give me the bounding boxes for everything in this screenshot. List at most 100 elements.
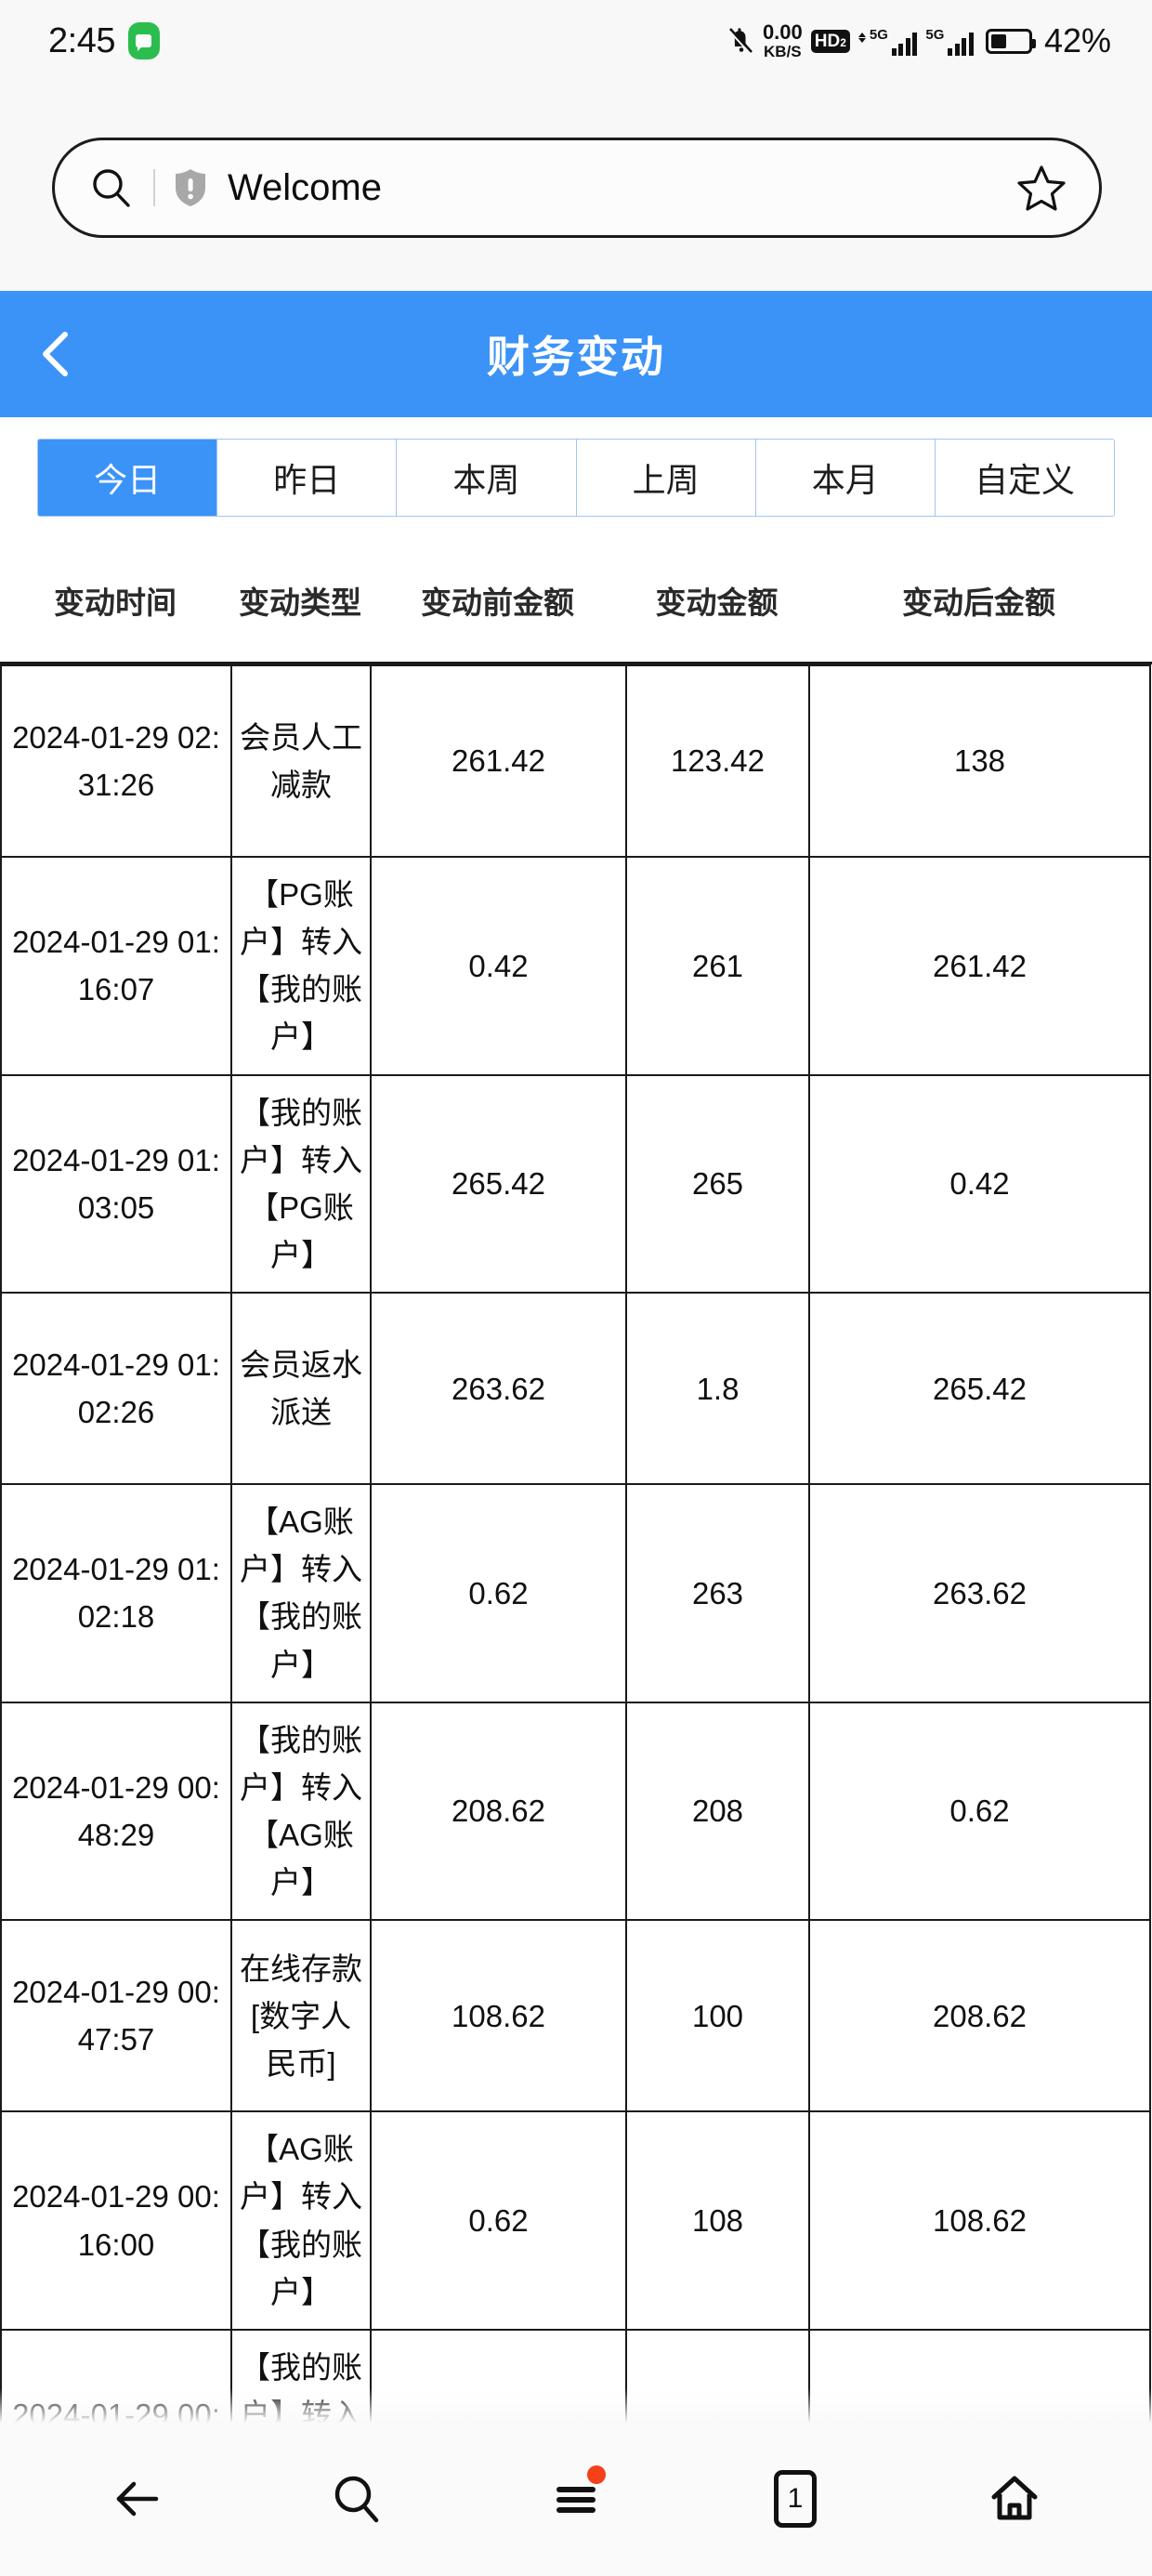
cell-type: 【AG账户】转入【我的账户】 xyxy=(230,2110,372,2331)
network-speed-value: 0.00 xyxy=(762,20,803,44)
table-row[interactable]: 2024-01-29 01:03:05 【我的账户】转入【PG账户】 265.4… xyxy=(0,1073,1151,1295)
finance-change-table: 2024-01-29 02:31:26 会员人工减款 261.42 123.42… xyxy=(0,664,1151,2435)
cell-type: 会员返水派送 xyxy=(230,1292,372,1486)
cell-amount-after: 265.42 xyxy=(808,1292,1151,1486)
browser-bottom-nav: 1 xyxy=(0,2435,1152,2576)
status-bar-left: 2:45 xyxy=(48,21,160,61)
bell-muted-icon xyxy=(727,25,754,57)
date-filter-tabs: 今日 昨日 本周 上周 本月 自定义 xyxy=(37,439,1115,517)
cell-amount: 123.42 xyxy=(625,664,810,858)
cell-time: 2024-01-29 01:03:05 xyxy=(0,1073,232,1295)
menu-notification-badge xyxy=(587,2465,606,2484)
cell-time: 2024-01-29 02:31:26 xyxy=(0,664,232,858)
column-header-amount: 变动金额 xyxy=(655,585,779,620)
cell-time: 2024-01-29 01:02:26 xyxy=(0,1292,232,1486)
arrow-left-icon[interactable] xyxy=(93,2454,182,2543)
data-transfer-arrows-icon xyxy=(857,32,866,43)
cell-time: 2024-01-29 01:02:18 xyxy=(0,1483,232,1703)
cell-amount: 108 xyxy=(625,2110,810,2331)
cell-type: 【我的账户】转入【AG账户】 xyxy=(230,1701,372,1922)
search-icon[interactable] xyxy=(90,166,133,209)
tab-today[interactable]: 今日 xyxy=(38,440,218,516)
cell-amount-after: 0.62 xyxy=(808,2328,1151,2435)
star-outline-icon[interactable] xyxy=(1017,164,1066,212)
cell-amount-after: 0.62 xyxy=(808,1701,1151,1922)
chat-bubble-icon xyxy=(127,22,160,59)
column-header-type: 变动类型 xyxy=(239,585,361,620)
cell-amount: 263 xyxy=(625,1483,810,1703)
tab-this-week[interactable]: 本周 xyxy=(397,440,577,516)
cell-amount: 100 xyxy=(625,1919,810,2113)
tab-this-month[interactable]: 本月 xyxy=(755,440,936,516)
cell-amount-after: 208.62 xyxy=(808,1919,1151,2113)
signal-bars-icon xyxy=(891,32,918,56)
cell-time: 2024-01-29 00:14:34 xyxy=(0,2328,232,2435)
table-scroll-area[interactable]: 2024-01-29 02:31:26 会员人工减款 261.42 123.42… xyxy=(0,664,1152,2435)
address-bar-title[interactable]: Welcome xyxy=(228,166,382,208)
table-row[interactable]: 2024-01-29 01:16:07 【PG账户】转入【我的账户】 0.42 … xyxy=(0,856,1151,1076)
cell-amount-before: 208.62 xyxy=(370,1701,627,1922)
cell-time: 2024-01-29 00:16:00 xyxy=(0,2110,232,2331)
network-speed: 0.00 KB/S xyxy=(762,20,803,60)
column-header-amount-before: 变动前金额 xyxy=(421,585,574,620)
cell-time: 2024-01-29 00:48:29 xyxy=(0,1701,232,1922)
table-row[interactable]: 2024-01-29 00:47:57 在线存款[数字人民币] 108.62 1… xyxy=(0,1919,1151,2113)
cell-amount-after: 108.62 xyxy=(808,2110,1151,2331)
tab-custom[interactable]: 自定义 xyxy=(935,440,1114,516)
cell-amount-before: 0.42 xyxy=(370,856,627,1076)
chevron-left-icon[interactable] xyxy=(37,328,78,380)
cell-type: 【PG账户】转入【我的账户】 xyxy=(230,856,372,1076)
cell-time: 2024-01-29 00:47:57 xyxy=(0,1919,232,2113)
hd-sim-index: 2 xyxy=(840,35,846,49)
sim1-network-label: 5G xyxy=(869,26,888,43)
cell-type: 【我的账户】转入【AG账户】 xyxy=(230,2328,372,2435)
hd-label: HD xyxy=(814,31,841,51)
date-filter-bar: 今日 昨日 本周 上周 本月 自定义 xyxy=(0,417,1152,538)
signal-sim1: 5G xyxy=(857,26,918,56)
tab-switcher-button[interactable]: 1 xyxy=(751,2454,840,2543)
sim2-network-label: 5G xyxy=(925,26,945,43)
cell-amount-after: 138 xyxy=(808,664,1151,858)
table-row[interactable]: 2024-01-29 00:16:00 【AG账户】转入【我的账户】 0.62 … xyxy=(0,2110,1151,2331)
cell-amount-before: 0.62 xyxy=(370,2110,627,2331)
shield-warning-icon[interactable] xyxy=(174,168,207,207)
cell-amount: 208 xyxy=(625,1701,810,1922)
battery-icon xyxy=(985,28,1036,54)
cell-amount-after: 263.62 xyxy=(808,1483,1151,1703)
network-speed-unit: KB/S xyxy=(764,43,802,60)
browser-toolbar: Welcome xyxy=(0,82,1152,291)
battery-percent: 42% xyxy=(1043,21,1111,59)
cell-amount: 88 xyxy=(625,2328,810,2435)
cell-type: 会员人工减款 xyxy=(230,664,372,858)
table-row[interactable]: 2024-01-29 00:48:29 【我的账户】转入【AG账户】 208.6… xyxy=(0,1701,1151,1922)
column-header-time: 变动时间 xyxy=(54,585,177,620)
table-body: 2024-01-29 02:31:26 会员人工减款 261.42 123.42… xyxy=(0,664,1151,2435)
tab-yesterday[interactable]: 昨日 xyxy=(217,440,398,516)
hd-voice-icon: HD 2 xyxy=(810,29,850,53)
table-row[interactable]: 2024-01-29 02:31:26 会员人工减款 261.42 123.42… xyxy=(0,664,1151,858)
table-row[interactable]: 2024-01-29 00:14:34 【我的账户】转入【AG账户】 88.62… xyxy=(0,2328,1151,2435)
address-bar[interactable]: Welcome xyxy=(52,138,1102,238)
cell-amount-before: 88.62 xyxy=(370,2328,627,2435)
cell-amount: 265 xyxy=(625,1073,810,1295)
table-row[interactable]: 2024-01-29 01:02:26 会员返水派送 263.62 1.8 26… xyxy=(0,1292,1151,1486)
column-header-amount-after: 变动后金额 xyxy=(902,585,1055,620)
cell-amount-after: 261.42 xyxy=(808,856,1151,1076)
status-bar: 2:45 0.00 KB/S HD 2 5G 5G 42% xyxy=(0,0,1152,82)
table-row[interactable]: 2024-01-29 01:02:18 【AG账户】转入【我的账户】 0.62 … xyxy=(0,1483,1151,1703)
cell-amount-before: 263.62 xyxy=(370,1292,627,1486)
page-title: 财务变动 xyxy=(487,333,665,381)
search-icon[interactable] xyxy=(312,2454,401,2543)
tab-last-week[interactable]: 上周 xyxy=(576,440,756,516)
toolbar-divider xyxy=(153,169,155,206)
home-icon[interactable] xyxy=(970,2454,1059,2543)
signal-sim2: 5G xyxy=(925,27,974,56)
cell-amount-before: 261.42 xyxy=(370,664,627,858)
hamburger-menu-icon[interactable] xyxy=(531,2454,621,2543)
tab-count-label: 1 xyxy=(774,2470,817,2528)
signal-bars-icon xyxy=(948,32,974,56)
status-clock: 2:45 xyxy=(48,20,115,60)
table-header: 变动时间 变动类型 变动前金额 变动金额 变动后金额 xyxy=(0,538,1152,664)
cell-amount-before: 0.62 xyxy=(370,1483,627,1703)
cell-type: 【我的账户】转入【PG账户】 xyxy=(230,1073,372,1295)
